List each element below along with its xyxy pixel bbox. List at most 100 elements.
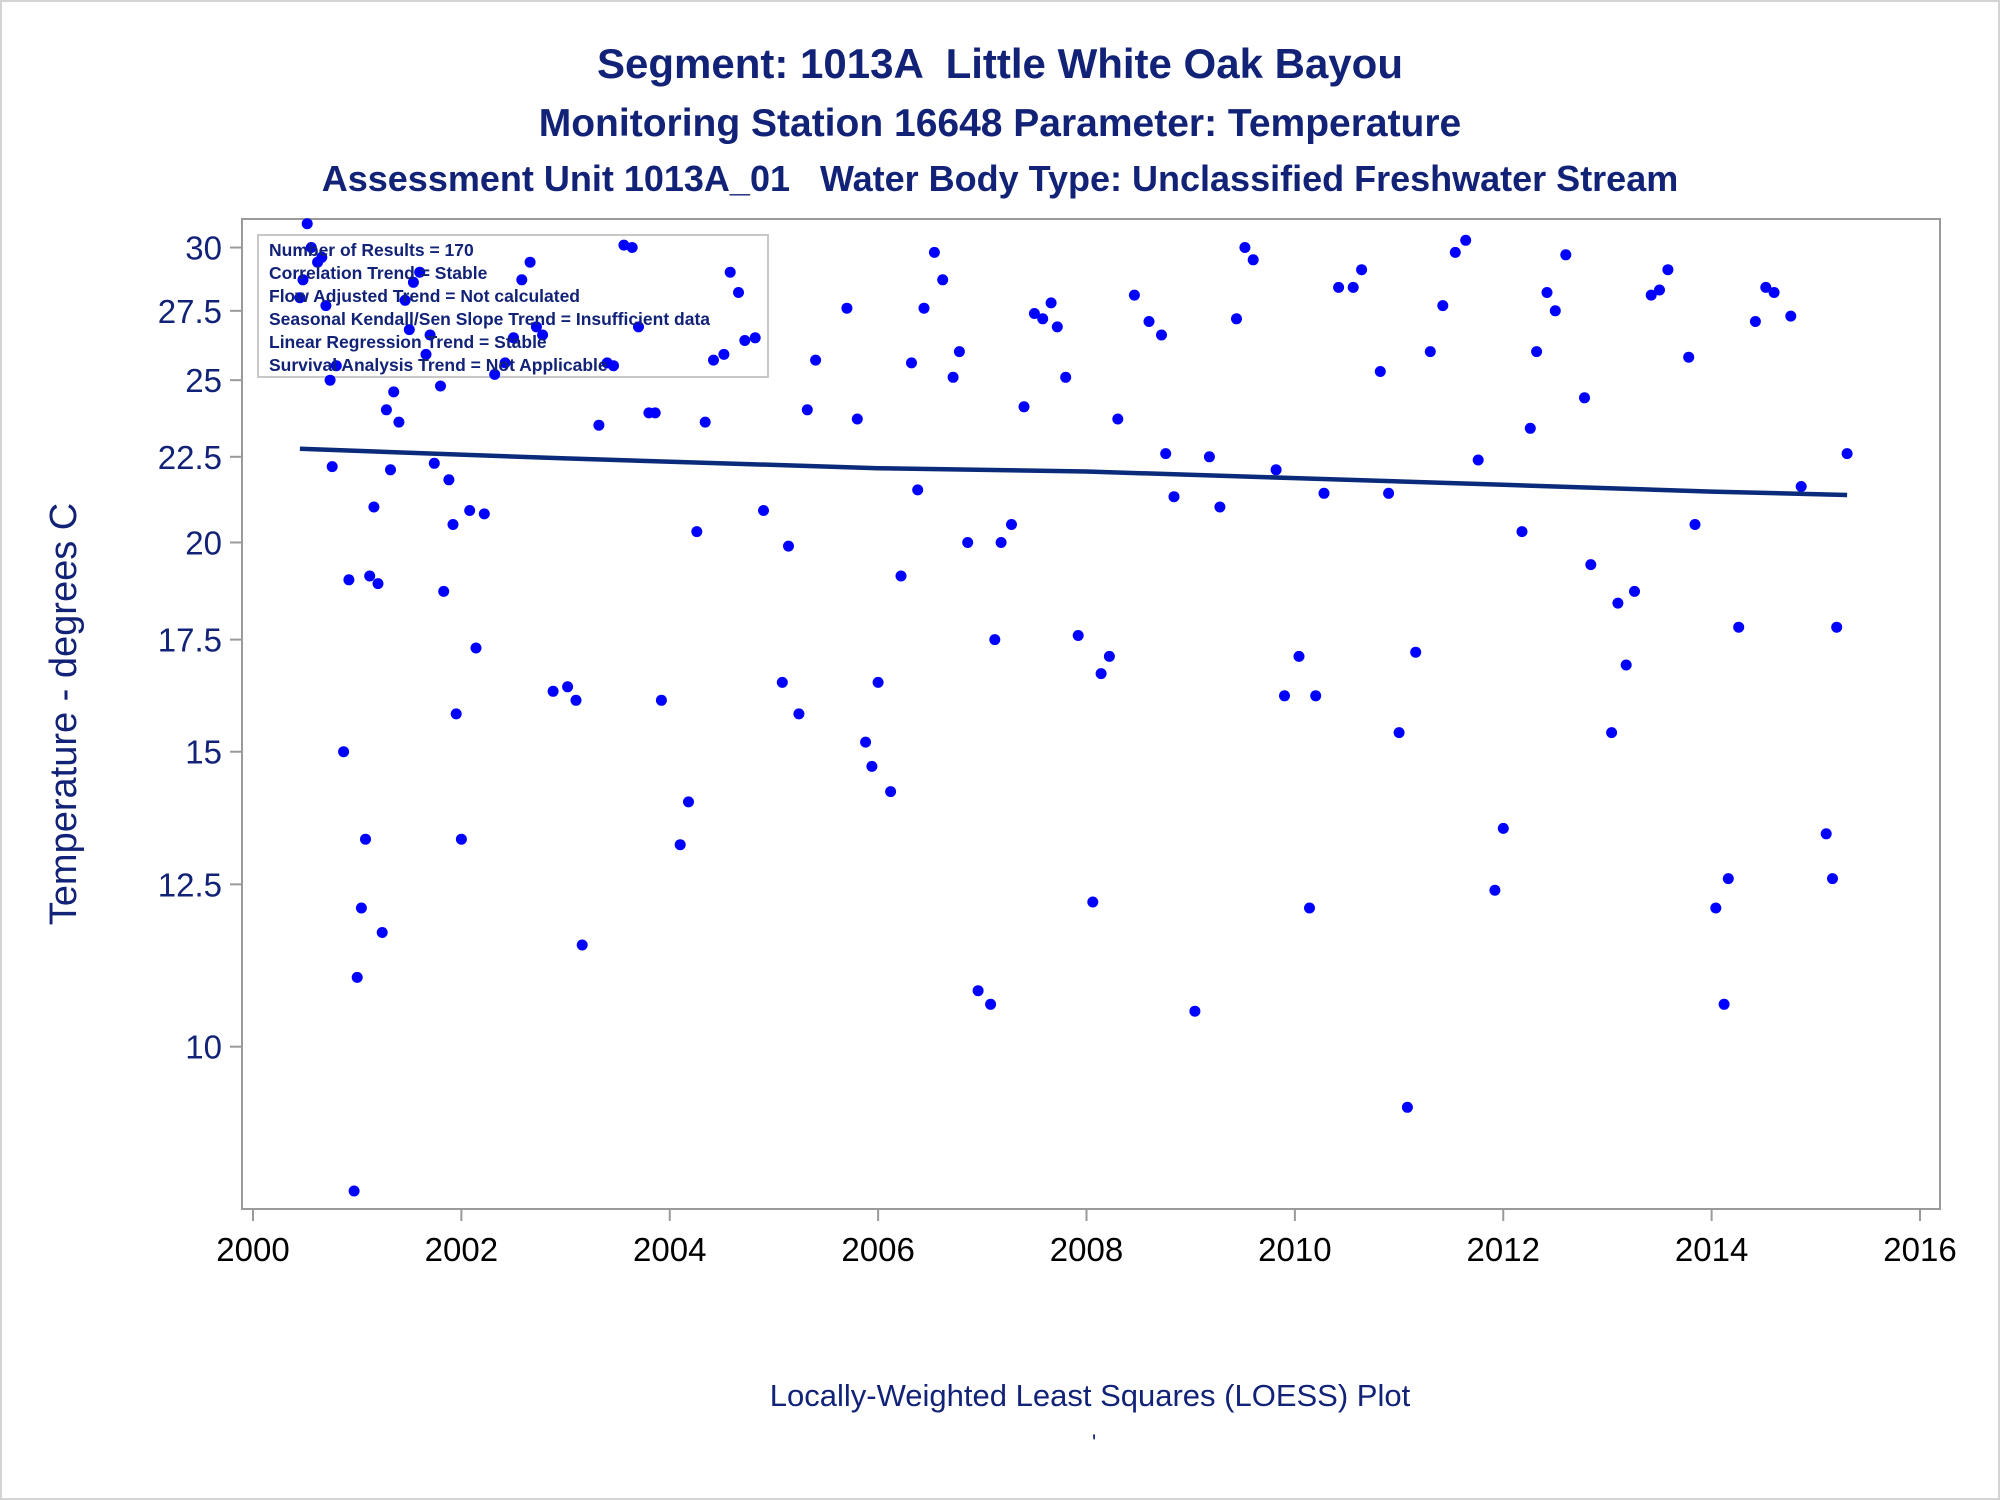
data-point bbox=[1541, 287, 1553, 298]
data-point bbox=[380, 404, 392, 416]
data-point bbox=[364, 570, 376, 582]
data-point bbox=[1239, 242, 1251, 253]
data-point bbox=[928, 246, 940, 258]
stats-line: Flow Adjusted Trend = Not calculated bbox=[269, 286, 580, 306]
data-point bbox=[455, 833, 467, 845]
data-point bbox=[626, 242, 638, 253]
data-point bbox=[1189, 1005, 1201, 1017]
data-point bbox=[1037, 313, 1049, 325]
data-point bbox=[570, 694, 582, 706]
y-axis-label: Temperature - degrees C bbox=[43, 503, 85, 925]
data-point bbox=[376, 927, 388, 938]
data-point bbox=[508, 332, 519, 344]
data-point bbox=[1160, 448, 1172, 460]
chart-title: Segment: 1013A Little White Oak Bayou bbox=[597, 40, 1403, 87]
data-point bbox=[1785, 310, 1797, 322]
data-point bbox=[683, 796, 694, 808]
data-point bbox=[1841, 448, 1853, 460]
data-point bbox=[1374, 366, 1386, 377]
data-point bbox=[1424, 346, 1436, 358]
stats-line: Seasonal Kendall/Sen Slope Trend = Insuf… bbox=[269, 309, 710, 329]
y-tick-label: 12.5 bbox=[158, 866, 222, 903]
x-tick-label: 2006 bbox=[841, 1231, 914, 1268]
data-point bbox=[516, 274, 528, 286]
data-point bbox=[1662, 264, 1674, 276]
data-point bbox=[393, 416, 405, 428]
data-point bbox=[912, 484, 924, 496]
data-point bbox=[1087, 896, 1099, 908]
stats-line: Number of Results = 170 bbox=[269, 240, 474, 260]
data-point bbox=[1072, 630, 1084, 641]
data-point bbox=[1347, 281, 1359, 293]
data-point bbox=[326, 461, 338, 473]
data-point bbox=[937, 274, 949, 286]
data-point bbox=[1645, 289, 1657, 301]
data-point bbox=[385, 464, 396, 476]
data-point bbox=[447, 519, 459, 530]
data-point bbox=[1820, 828, 1832, 840]
data-point bbox=[428, 457, 440, 469]
data-point bbox=[885, 786, 897, 798]
data-point bbox=[1629, 585, 1640, 597]
data-point bbox=[1214, 501, 1226, 513]
data-point bbox=[851, 413, 863, 425]
data-point bbox=[1401, 1101, 1413, 1113]
stats-box bbox=[257, 234, 769, 378]
data-point bbox=[372, 578, 384, 590]
data-point bbox=[438, 585, 450, 597]
x-tick-label: 2000 bbox=[216, 1231, 289, 1268]
data-point bbox=[1112, 413, 1124, 425]
data-point bbox=[860, 736, 872, 748]
data-point bbox=[749, 332, 761, 344]
loess-trend-line bbox=[299, 446, 1848, 498]
y-tick-label: 15 bbox=[185, 734, 222, 771]
data-point bbox=[348, 1185, 360, 1197]
data-point bbox=[739, 335, 751, 346]
data-point bbox=[989, 634, 1001, 646]
data-point bbox=[1722, 873, 1734, 885]
data-point bbox=[608, 360, 619, 372]
data-point bbox=[1270, 464, 1282, 476]
data-point bbox=[547, 685, 559, 697]
data-point bbox=[1689, 519, 1701, 530]
data-point bbox=[718, 348, 730, 360]
data-point bbox=[947, 371, 959, 383]
data-point bbox=[368, 501, 380, 513]
data-point bbox=[524, 256, 536, 268]
y-tick-label: 27.5 bbox=[158, 293, 222, 330]
y-tick-label: 17.5 bbox=[158, 622, 222, 659]
y-tick-label: 22.5 bbox=[158, 439, 222, 476]
data-point bbox=[783, 540, 794, 552]
data-point bbox=[537, 329, 549, 341]
data-point bbox=[918, 302, 930, 314]
data-point bbox=[1620, 659, 1632, 671]
data-point bbox=[1231, 313, 1242, 325]
x-tick-label: 2002 bbox=[425, 1231, 498, 1268]
data-point bbox=[1168, 491, 1180, 503]
y-tick-label: 25 bbox=[185, 362, 222, 399]
data-point bbox=[1060, 371, 1072, 383]
data-point bbox=[1128, 289, 1140, 301]
data-point bbox=[407, 276, 419, 288]
data-point bbox=[953, 346, 965, 358]
data-point bbox=[1585, 559, 1597, 571]
data-point bbox=[649, 407, 661, 419]
x-tick-label: 2008 bbox=[1050, 1231, 1123, 1268]
data-point bbox=[841, 302, 853, 314]
data-point bbox=[972, 985, 984, 997]
data-point bbox=[343, 574, 355, 586]
data-point bbox=[691, 526, 703, 538]
x-tick-label: 2014 bbox=[1675, 1231, 1748, 1268]
footnote: Locally-Weighted Least Squares (LOESS) P… bbox=[769, 1378, 1411, 1413]
data-point bbox=[872, 676, 884, 688]
data-point bbox=[338, 746, 350, 758]
data-point bbox=[1612, 597, 1624, 609]
data-point bbox=[305, 242, 317, 253]
data-point bbox=[1045, 297, 1057, 309]
footnote-mark: ' bbox=[1092, 1430, 1097, 1455]
data-point bbox=[1383, 487, 1395, 499]
x-tick-label: 2004 bbox=[633, 1231, 706, 1268]
data-point bbox=[530, 321, 542, 333]
data-point bbox=[1318, 487, 1330, 499]
